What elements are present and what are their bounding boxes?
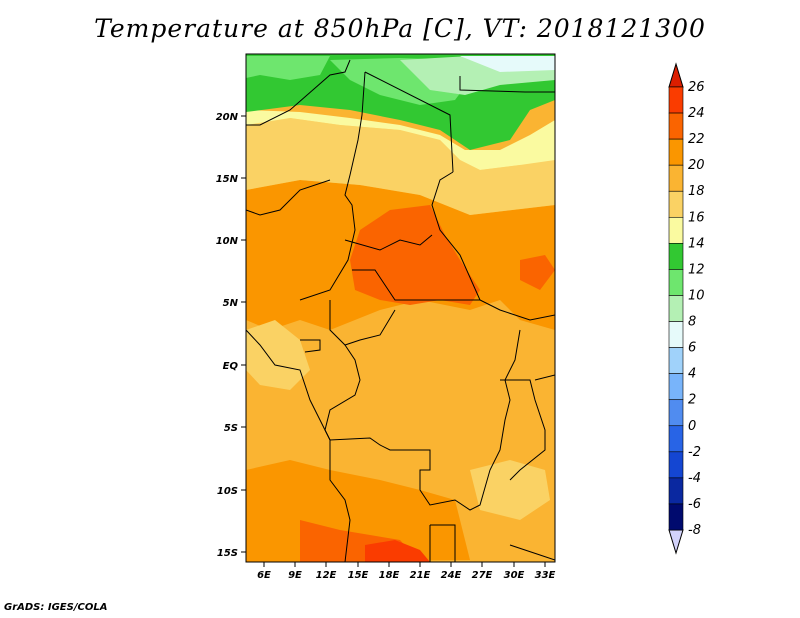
longitude-axis: 6E 9E 12E 15E 18E 21E 24E 27E 30E 33E xyxy=(257,562,556,581)
lat-tick: EQ xyxy=(223,361,239,372)
colorbar-label: 24 xyxy=(688,106,705,121)
colorbar-swatch xyxy=(668,347,684,374)
colorbar-label: 20 xyxy=(688,158,705,173)
colorbar-swatch xyxy=(668,399,684,427)
lon-tick: 21E xyxy=(410,570,431,581)
country-borders xyxy=(246,59,555,562)
field-24-26 xyxy=(365,540,430,562)
lon-tick: 6E xyxy=(257,570,271,581)
lat-tick: 15N xyxy=(216,174,239,185)
colorbar-swatch xyxy=(668,503,684,531)
colorbar-label: 2 xyxy=(688,393,696,408)
map-frame xyxy=(245,53,556,563)
colorbar-swatch xyxy=(668,86,684,114)
colorbar-label: 4 xyxy=(688,367,696,382)
colorbar-swatch xyxy=(668,321,684,348)
footer-credit: GrADS: IGES/COLA xyxy=(4,602,108,613)
field-22-24-central xyxy=(350,205,480,305)
colorbar-label: 6 xyxy=(688,341,696,356)
colorbar-label: -2 xyxy=(688,445,701,460)
lat-tick: 5N xyxy=(223,298,239,309)
colorbar-bottom-arrow xyxy=(668,529,684,555)
lat-tick: 20N xyxy=(216,112,239,123)
colorbar-swatch xyxy=(668,451,684,479)
colorbar-label: 12 xyxy=(688,262,705,277)
colorbar-swatch xyxy=(668,243,684,270)
colorbar-swatch xyxy=(668,425,684,453)
lon-tick: 9E xyxy=(288,570,302,581)
lat-tick: 15S xyxy=(217,548,238,559)
colorbar-label: 26 xyxy=(688,80,705,95)
lon-tick: 33E xyxy=(535,570,556,581)
colorbar-label: 0 xyxy=(688,419,696,434)
colorbar-label: 22 xyxy=(688,132,705,147)
latitude-axis: 20N 15N 10N 5N EQ 5S 10S 15S xyxy=(216,112,246,559)
field-16-18-west xyxy=(246,320,310,390)
colorbar-label: -8 xyxy=(688,523,701,538)
field-22-24-east xyxy=(520,255,555,290)
lon-tick: 18E xyxy=(379,570,400,581)
lat-tick: 10S xyxy=(217,486,238,497)
lon-tick: 27E xyxy=(472,570,493,581)
colorbar-swatch xyxy=(668,295,684,322)
colorbar-label: 10 xyxy=(688,288,705,303)
lon-tick: 12E xyxy=(316,570,337,581)
colorbar-label: 18 xyxy=(688,184,705,199)
lat-tick: 10N xyxy=(216,236,239,247)
colorbar-swatch xyxy=(668,269,684,296)
colorbar-swatch xyxy=(668,477,684,505)
temperature-field xyxy=(246,54,555,562)
colorbar-label: -4 xyxy=(688,471,701,486)
field-14-16 xyxy=(246,110,555,170)
colorbar-swatch xyxy=(668,164,684,192)
colorbar-top-arrow xyxy=(668,62,684,88)
colorbar-label: 14 xyxy=(688,236,705,251)
colorbar-swatch xyxy=(668,190,684,218)
field-16-18 xyxy=(246,118,555,215)
field-20-22-east xyxy=(500,300,555,330)
field-6-8 xyxy=(460,56,555,72)
colorbar-label: -6 xyxy=(688,497,701,512)
colorbar-swatch xyxy=(668,216,684,244)
colorbar-label: 16 xyxy=(688,210,705,225)
colorbar-swatch xyxy=(668,138,684,166)
lon-tick: 15E xyxy=(348,570,369,581)
lon-tick: 24E xyxy=(441,570,462,581)
chart-title: Temperature at 850hPa [C], VT: 201812130… xyxy=(94,14,706,43)
field-16-18-southeast xyxy=(470,460,550,520)
colorbar-label: 8 xyxy=(688,315,696,330)
colorbar-swatch xyxy=(668,373,684,401)
lon-tick: 30E xyxy=(504,570,525,581)
field-10-12-west xyxy=(246,56,330,80)
colorbar-swatch xyxy=(668,112,684,140)
lat-tick: 5S xyxy=(224,423,238,434)
